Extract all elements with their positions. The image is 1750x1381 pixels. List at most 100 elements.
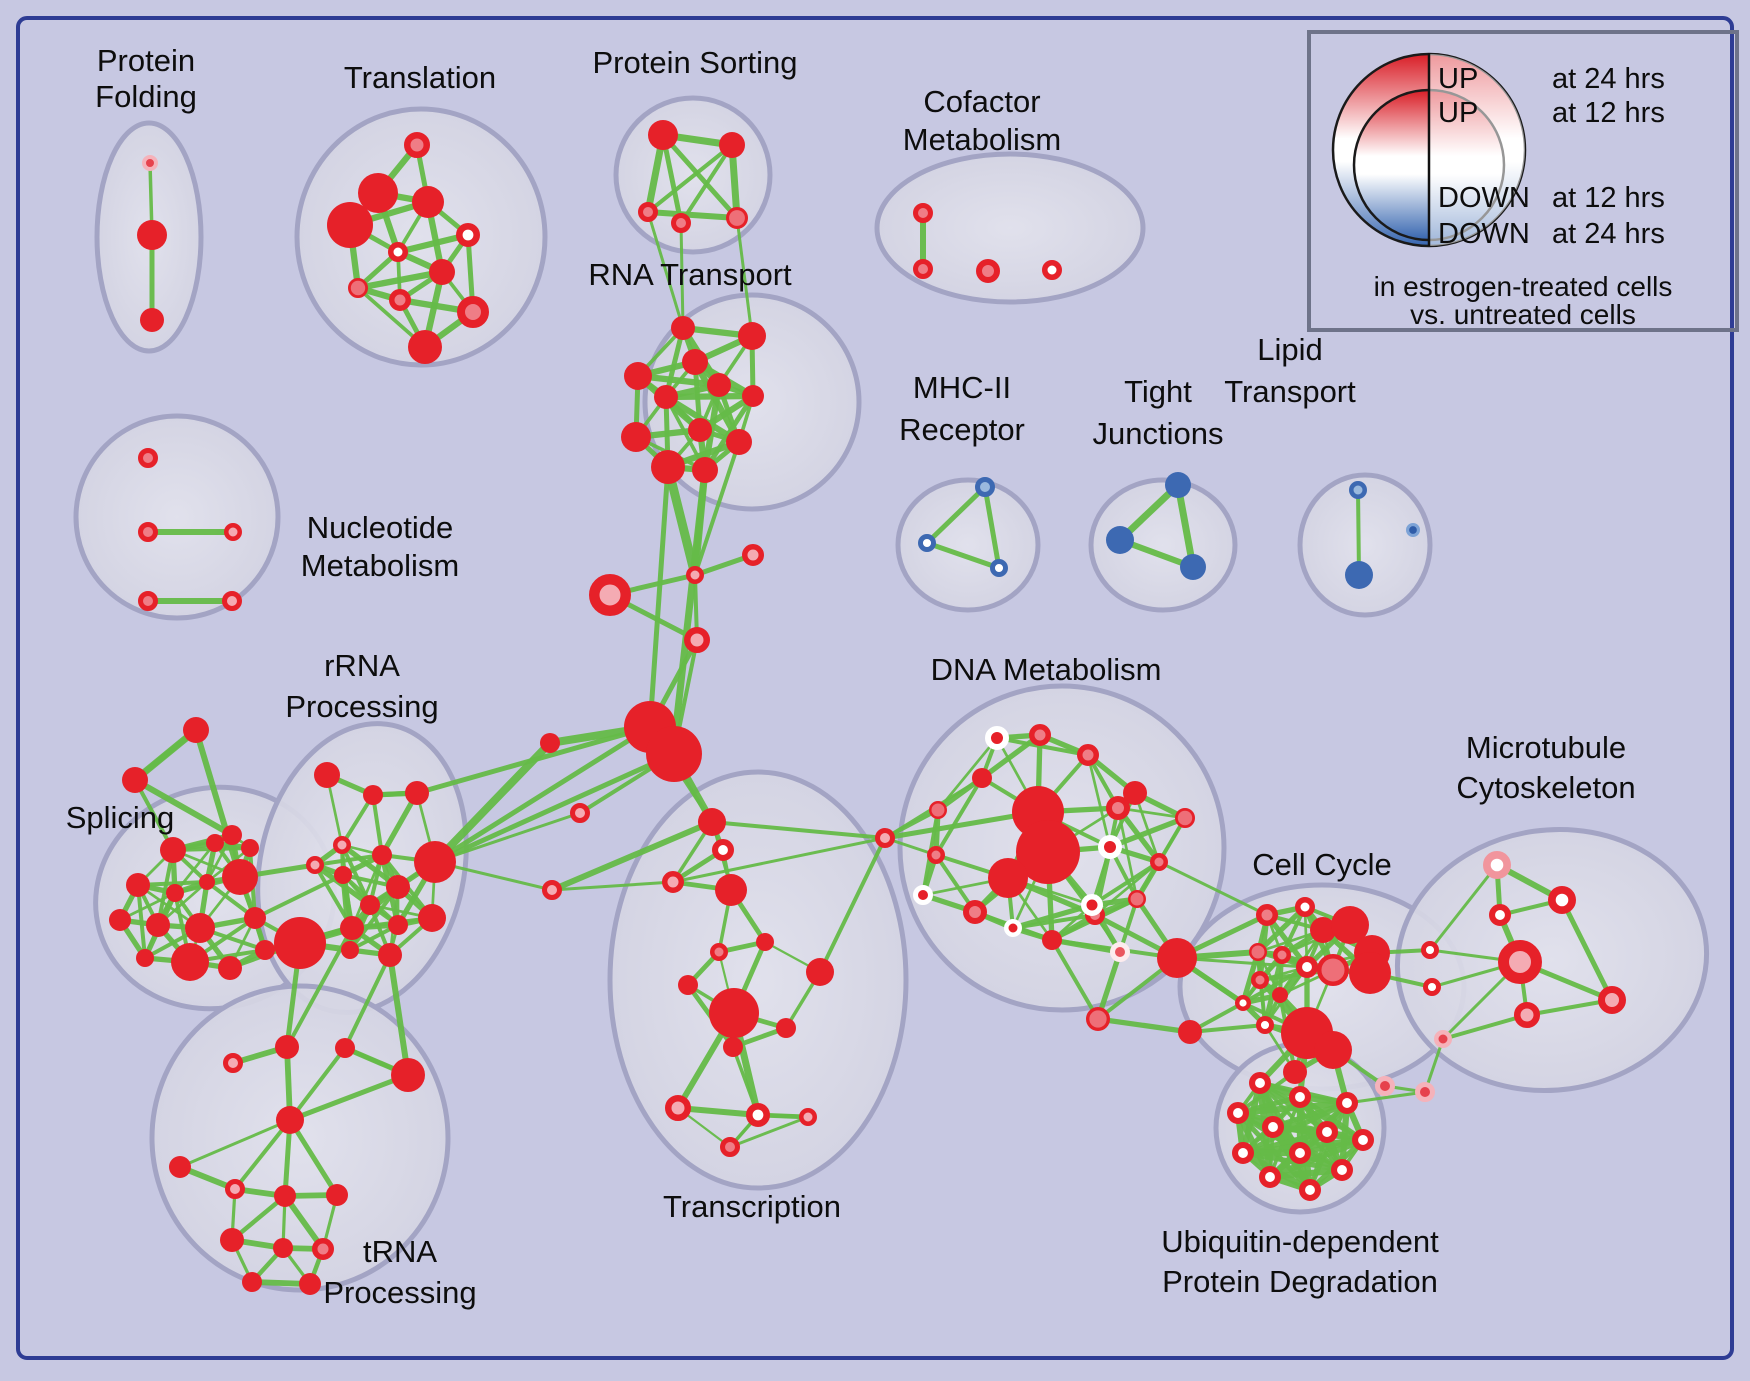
gene-node (972, 768, 992, 788)
gene-node (1234, 995, 1251, 1012)
legend-time-2: at 12 hrs (1552, 182, 1665, 214)
gene-node (913, 259, 933, 279)
gene-node (719, 132, 745, 158)
gene-node (333, 836, 351, 854)
gene-node (709, 988, 759, 1038)
gene-node (707, 373, 731, 397)
gene-node (726, 429, 752, 455)
cluster-label-lipid-transport: Lipid (1257, 332, 1323, 367)
network-edge (934, 776, 984, 857)
network-edge (647, 464, 671, 730)
gene-node (326, 1184, 348, 1206)
gene-node (327, 202, 373, 248)
network-edge (818, 836, 887, 974)
gene-node (275, 1035, 299, 1059)
gene-node (335, 1038, 355, 1058)
gene-node (222, 591, 242, 611)
cluster-label-protein-folding: Folding (95, 79, 197, 114)
network-edge (132, 777, 235, 838)
gene-node (224, 523, 242, 541)
network-edge (1107, 815, 1188, 850)
network-edge (679, 143, 734, 225)
cluster-label-rrna-processing: rRNA (324, 648, 400, 683)
network-edge (285, 926, 354, 1049)
gene-node (1106, 796, 1130, 820)
gene-node (1016, 820, 1080, 884)
figure-frame (16, 16, 1734, 1360)
gene-node (723, 1037, 743, 1057)
gene-node (1042, 260, 1062, 280)
gene-node (1086, 1006, 1111, 1031)
network-edge (1086, 753, 1112, 849)
network-edge (979, 732, 1043, 781)
legend-direction-2: DOWN (1438, 182, 1530, 214)
network-edge (1559, 897, 1615, 1003)
gene-node (142, 155, 158, 171)
legend-direction-3: DOWN (1438, 218, 1530, 250)
network-edge (1266, 1166, 1346, 1181)
gene-node (1375, 1076, 1395, 1096)
gene-node (1299, 1179, 1322, 1202)
gene-node (1405, 523, 1420, 538)
gene-node (242, 1272, 262, 1292)
legend-box (1307, 30, 1739, 332)
gene-node (138, 448, 158, 468)
gene-node (1128, 890, 1147, 909)
gene-node (1314, 1031, 1352, 1069)
gene-node (220, 1228, 244, 1252)
gene-node (455, 223, 480, 248)
gene-node (799, 1108, 817, 1126)
gene-node (334, 866, 352, 884)
gene-node (199, 874, 215, 890)
gene-node (1482, 850, 1511, 879)
gene-node (138, 522, 158, 542)
gene-node (710, 943, 728, 961)
gene-node (1157, 938, 1197, 978)
gene-node (1249, 943, 1268, 962)
gene-node (1349, 952, 1391, 994)
gene-node (648, 120, 678, 150)
gene-node (1434, 1030, 1452, 1048)
network-edge (702, 393, 756, 473)
gene-node (715, 874, 747, 906)
gene-node (913, 203, 933, 223)
gene-node (299, 1273, 321, 1295)
gene-node (276, 1106, 304, 1134)
gene-node (378, 943, 402, 967)
gene-node (405, 781, 429, 805)
gene-node (222, 825, 242, 845)
gene-node (126, 873, 150, 897)
gene-node (340, 916, 364, 940)
cluster-label-protein-sorting: Protein Sorting (592, 45, 797, 80)
gene-node (223, 1053, 243, 1073)
gene-node (686, 566, 704, 584)
cluster-label-ubiquitin-degradation: Ubiquitin-dependent (1161, 1224, 1439, 1259)
gene-node (1498, 940, 1542, 984)
gene-node (1331, 906, 1369, 944)
network-edge (924, 540, 1002, 571)
cluster-label-lipid-transport: Transport (1224, 374, 1356, 409)
gene-node (109, 909, 131, 931)
network-edge (675, 1105, 761, 1118)
network-edge (414, 724, 653, 796)
network-edge (1345, 1090, 1427, 1105)
gene-node (1175, 808, 1196, 829)
gene-node (646, 726, 702, 782)
cluster-label-cell-cycle: Cell Cycle (1252, 847, 1392, 882)
gene-node (372, 845, 392, 865)
gene-node (662, 871, 684, 893)
network-edge (662, 392, 757, 401)
network-edge (387, 952, 411, 1078)
gene-node (1249, 1072, 1272, 1095)
cluster-label-tight-junctions: Junctions (1093, 416, 1224, 451)
gene-node (1295, 897, 1315, 917)
gene-node (725, 206, 748, 229)
gene-node (682, 349, 708, 375)
network-edge (1174, 481, 1197, 571)
gene-node (386, 875, 410, 899)
network-edge (1525, 998, 1614, 1017)
network-edge (995, 736, 1090, 757)
legend-time-3: at 24 hrs (1552, 218, 1665, 250)
